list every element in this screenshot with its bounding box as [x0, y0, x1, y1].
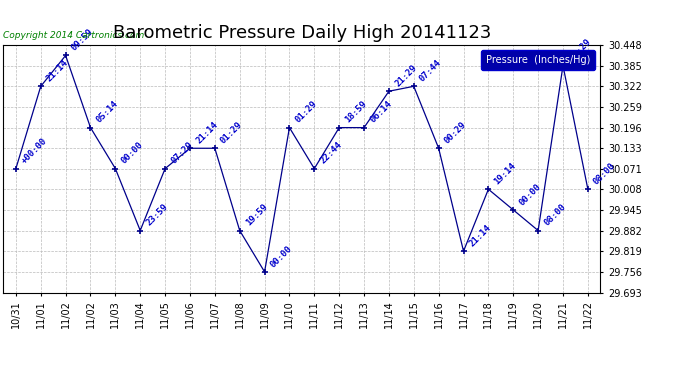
Text: 08:00: 08:00	[542, 202, 568, 228]
Legend: Pressure  (Inches/Hg): Pressure (Inches/Hg)	[482, 50, 595, 70]
Text: 08:00: 08:00	[592, 161, 618, 186]
Text: +00:00: +00:00	[20, 136, 49, 166]
Text: 21:14: 21:14	[468, 223, 493, 248]
Text: Copyright 2014 Cartronics.com: Copyright 2014 Cartronics.com	[3, 31, 145, 40]
Text: 18:59: 18:59	[344, 99, 368, 125]
Text: 00:29: 00:29	[443, 120, 469, 146]
Text: 07:44: 07:44	[418, 58, 443, 84]
Text: 21:29: 21:29	[393, 63, 418, 88]
Text: 01:29: 01:29	[219, 120, 244, 146]
Text: 07:29: 07:29	[169, 141, 195, 166]
Text: 09:29: 09:29	[567, 38, 593, 63]
Text: 06:14: 06:14	[368, 99, 393, 125]
Text: 00:00: 00:00	[268, 244, 294, 269]
Text: 22:44: 22:44	[319, 141, 344, 166]
Text: 01:29: 01:29	[294, 99, 319, 125]
Text: 05:14: 05:14	[95, 99, 120, 125]
Text: 21:14: 21:14	[194, 120, 219, 146]
Text: 09:59: 09:59	[70, 27, 95, 53]
Text: 19:59: 19:59	[244, 202, 269, 228]
Text: 21:14: 21:14	[45, 58, 70, 84]
Text: 00:00: 00:00	[119, 141, 145, 166]
Text: 00:00: 00:00	[518, 182, 543, 207]
Text: 19:14: 19:14	[493, 161, 518, 186]
Text: 23:59: 23:59	[144, 202, 170, 228]
Title: Barometric Pressure Daily High 20141123: Barometric Pressure Daily High 20141123	[112, 24, 491, 42]
